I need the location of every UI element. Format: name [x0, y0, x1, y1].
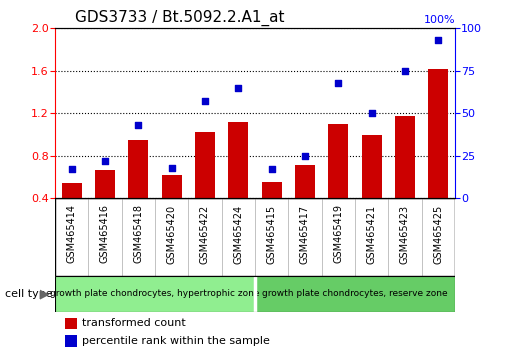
Point [267, 166, 276, 172]
Text: GSM465421: GSM465421 [367, 205, 377, 264]
Point [167, 165, 176, 171]
Text: GSM465415: GSM465415 [267, 205, 277, 264]
Bar [295, 165, 315, 198]
Point [301, 153, 309, 159]
Bar [262, 182, 281, 198]
Text: 100%: 100% [424, 15, 455, 25]
Point [101, 158, 109, 164]
Point [201, 98, 209, 104]
Text: growth plate chondrocytes, reserve zone: growth plate chondrocytes, reserve zone [262, 289, 448, 298]
Bar [361, 135, 382, 198]
Bar [162, 175, 181, 198]
Bar [228, 122, 248, 198]
Point [434, 38, 442, 43]
Text: cell type: cell type [5, 289, 53, 299]
Point [368, 110, 376, 116]
Bar [128, 140, 148, 198]
Text: GSM465420: GSM465420 [167, 205, 177, 264]
Text: GSM465424: GSM465424 [233, 205, 243, 264]
Text: GSM465418: GSM465418 [133, 205, 143, 263]
Bar [255, 276, 455, 312]
Bar [428, 69, 448, 198]
Bar [395, 116, 415, 198]
Bar [62, 183, 82, 198]
Point [234, 85, 243, 91]
Text: percentile rank within the sample: percentile rank within the sample [82, 336, 270, 346]
Bar [95, 170, 115, 198]
Point [67, 166, 76, 172]
Bar [328, 124, 348, 198]
Text: ▶: ▶ [40, 287, 50, 300]
Point [401, 68, 409, 74]
Text: GSM465416: GSM465416 [100, 205, 110, 263]
Text: GSM465422: GSM465422 [200, 205, 210, 264]
Text: GSM465414: GSM465414 [66, 205, 76, 263]
Text: GSM465419: GSM465419 [333, 205, 343, 263]
Text: growth plate chondrocytes, hypertrophic zone: growth plate chondrocytes, hypertrophic … [50, 289, 260, 298]
Text: GDS3733 / Bt.5092.2.A1_at: GDS3733 / Bt.5092.2.A1_at [75, 9, 285, 25]
Text: GSM465423: GSM465423 [400, 205, 410, 264]
Text: GSM465425: GSM465425 [434, 205, 444, 264]
Bar [55, 276, 255, 312]
Bar [195, 132, 215, 198]
Text: transformed count: transformed count [82, 319, 186, 329]
Point [334, 80, 343, 86]
Text: GSM465417: GSM465417 [300, 205, 310, 264]
Point [134, 122, 142, 128]
